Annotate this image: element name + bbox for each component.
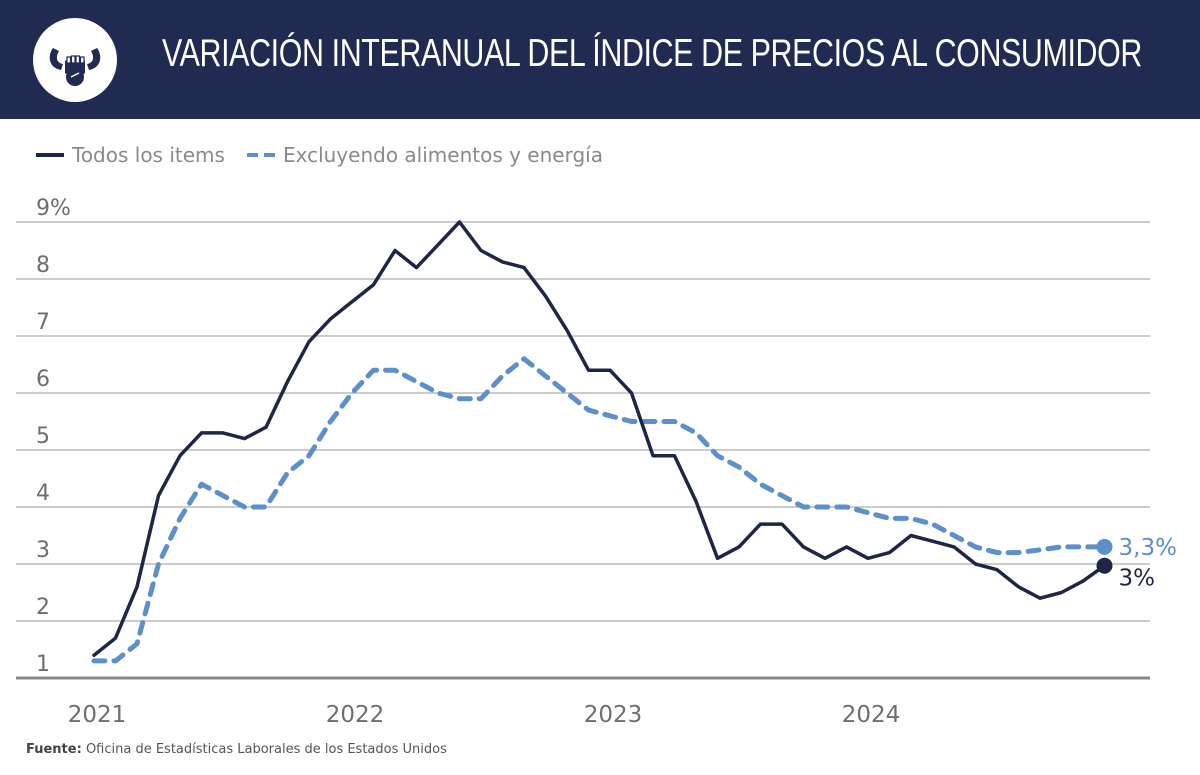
source-note: Fuente: Oficina de Estadísticas Laborale… — [26, 742, 447, 757]
solid-line-swatch-icon — [36, 153, 64, 157]
y-tick-label: 3 — [36, 538, 50, 563]
series-lines — [91, 220, 1107, 664]
end-marker-core — [1096, 538, 1113, 555]
source-label: Fuente: — [26, 742, 82, 757]
legend-item-core: Excluyendo alimentos y energía — [246, 143, 603, 167]
y-tick-label: 9% — [36, 196, 71, 221]
end-markers: 3% 3,3% — [1096, 535, 1177, 592]
end-label-all-items: 3% — [1119, 566, 1156, 592]
series-line-all-items — [92, 220, 1107, 657]
bull-fist-logo-icon — [33, 18, 117, 102]
x-tick-label: 2021 — [68, 702, 127, 728]
y-tick-label: 6 — [36, 367, 50, 392]
y-tick-label: 2 — [36, 595, 50, 620]
x-axis-ticks: 2021 2022 2023 2024 — [68, 702, 901, 728]
legend-label: Excluyendo alimentos y energía — [282, 143, 603, 167]
chart-title: VARIACIÓN INTERANUAL DEL ÍNDICE DE PRECI… — [162, 32, 1142, 75]
y-axis-ticks: 1 2 3 4 5 6 7 8 9% — [36, 196, 71, 677]
y-tick-label: 5 — [36, 424, 50, 449]
y-tick-label: 8 — [36, 253, 50, 278]
dashed-line-swatch-icon — [246, 153, 275, 157]
x-tick-label: 2023 — [584, 702, 643, 728]
legend: Todos los items Excluyendo alimentos y e… — [36, 141, 625, 169]
y-tick-label: 7 — [36, 310, 50, 335]
end-marker-all-items — [1096, 557, 1113, 574]
gridlines — [16, 221, 1150, 680]
x-tick-label: 2022 — [326, 702, 385, 728]
y-tick-label: 4 — [36, 481, 50, 506]
end-label-core: 3,3% — [1119, 535, 1177, 561]
source-text: Oficina de Estadísticas Laborales de los… — [85, 742, 447, 757]
series-line-core — [91, 356, 1107, 664]
y-tick-label: 1 — [36, 652, 50, 677]
logo-graphic — [49, 48, 101, 86]
header-banner: VARIACIÓN INTERANUAL DEL ÍNDICE DE PRECI… — [0, 0, 1200, 119]
x-tick-label: 2024 — [842, 702, 901, 728]
legend-item-all-items: Todos los items — [36, 143, 225, 167]
legend-label: Todos los items — [72, 143, 225, 167]
